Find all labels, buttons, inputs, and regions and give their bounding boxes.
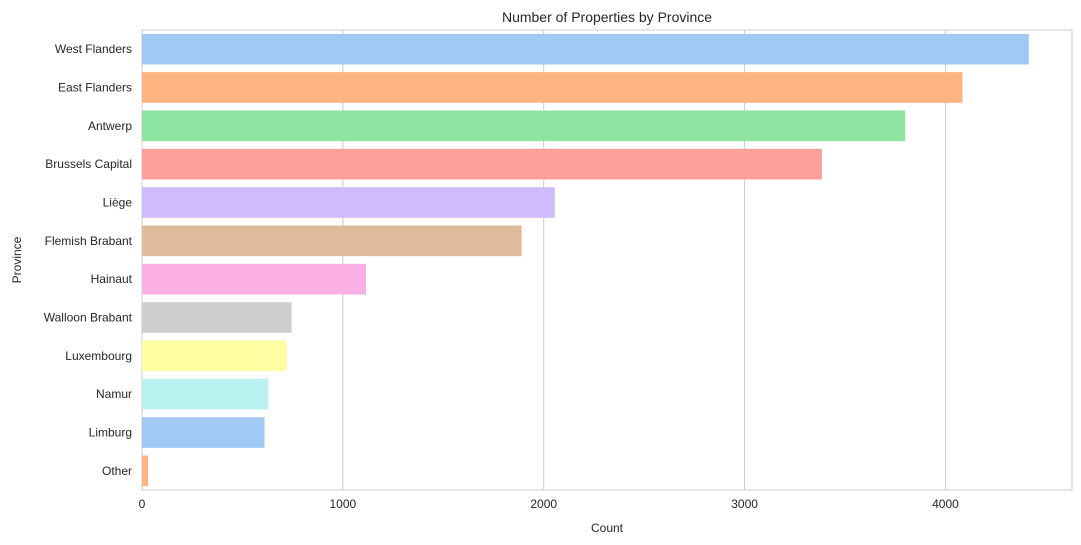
- bars: [142, 33, 1029, 487]
- bar: [142, 148, 822, 180]
- y-tick-label: East Flanders: [58, 81, 132, 95]
- x-tick-label: 0: [139, 497, 146, 511]
- bar: [142, 455, 149, 487]
- bar: [142, 263, 366, 295]
- bar: [142, 110, 906, 142]
- y-tick-label: West Flanders: [55, 42, 132, 56]
- bar: [142, 302, 292, 333]
- y-axis-title: Province: [10, 236, 24, 283]
- x-tick-label: 3000: [731, 497, 758, 511]
- chart-title: Number of Properties by Province: [502, 9, 712, 25]
- y-tick-label: Brussels Capital: [45, 157, 132, 171]
- y-tick-label: Liège: [103, 196, 133, 210]
- x-tick-label: 4000: [932, 497, 959, 511]
- y-tick-label: Walloon Brabant: [44, 311, 133, 325]
- y-tick-label: Hainaut: [91, 272, 133, 286]
- y-tick-label: Other: [102, 464, 132, 478]
- bar: [142, 378, 269, 410]
- bar: [142, 417, 265, 448]
- gridlines: [141, 30, 946, 490]
- y-tick-label: Limburg: [89, 426, 132, 440]
- bar: [142, 33, 1029, 65]
- bar: [142, 340, 287, 372]
- bar: [142, 187, 555, 218]
- y-tick-label: Namur: [96, 387, 132, 401]
- bar: [142, 225, 522, 257]
- y-tick-label: Luxembourg: [65, 349, 132, 363]
- y-tick-label: Flemish Brabant: [45, 234, 133, 248]
- x-tick-label: 1000: [330, 497, 357, 511]
- plot-area: [141, 29, 1073, 491]
- y-tick-labels: West Flanders East Flanders Antwerp Brussel…: [44, 42, 133, 478]
- bar: [142, 72, 963, 103]
- x-tick-labels: 0 1000 2000 3000 4000: [139, 497, 959, 511]
- x-axis-title: Count: [591, 521, 624, 535]
- x-tick-label: 2000: [530, 497, 557, 511]
- y-tick-label: Antwerp: [88, 119, 132, 133]
